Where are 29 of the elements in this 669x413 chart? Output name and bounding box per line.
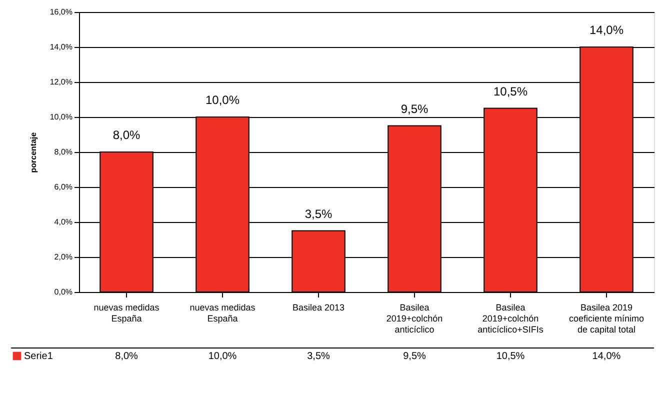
y-tick-label: 6,0% [54,182,72,192]
data-label: 10,0% [208,351,237,362]
text: 8,0% [112,128,140,142]
data-label: 3,5% [307,351,330,362]
y-tick-label: 14,0% [50,42,72,52]
data-label: 8,0% [115,351,138,362]
y-axis-title: porcentaje [28,132,38,173]
data-label: 9,5% [403,351,426,362]
text: 10,5% [493,84,528,98]
y-tick-label: 2,0% [54,252,72,262]
x-tick-label: Basilea 2013 [292,302,345,312]
x-tick-label: Basilea 2019+colchón anticíclico+SIFIs [478,302,544,334]
x-tick-label: Basilea 2019+colchón anticíclico [386,302,443,334]
text: 10,0% [205,93,240,107]
x-tick-label: Basilea 2019 coeficiente mínimo de capital total [568,302,644,334]
text: 9,5% [400,102,428,116]
data-label: 14,0% [592,351,621,362]
text: 14,0% [589,23,624,37]
legend-label: Serie1 [24,351,54,362]
text: 3,5% [304,206,332,221]
x-tick-label: nuevas medidas España [94,302,160,324]
y-tick-label: 16,0% [50,8,72,16]
data-label: 10,5% [496,351,525,362]
y-tick-label: 10,0% [50,112,72,122]
y-tick-label: 12,0% [50,78,72,86]
y-tick-label: 4,0% [54,218,72,226]
y-tick-label: 0,0% [54,288,72,296]
y-tick-label: 8,0% [54,148,72,156]
x-tick-label: nuevas medidas España [190,302,256,324]
